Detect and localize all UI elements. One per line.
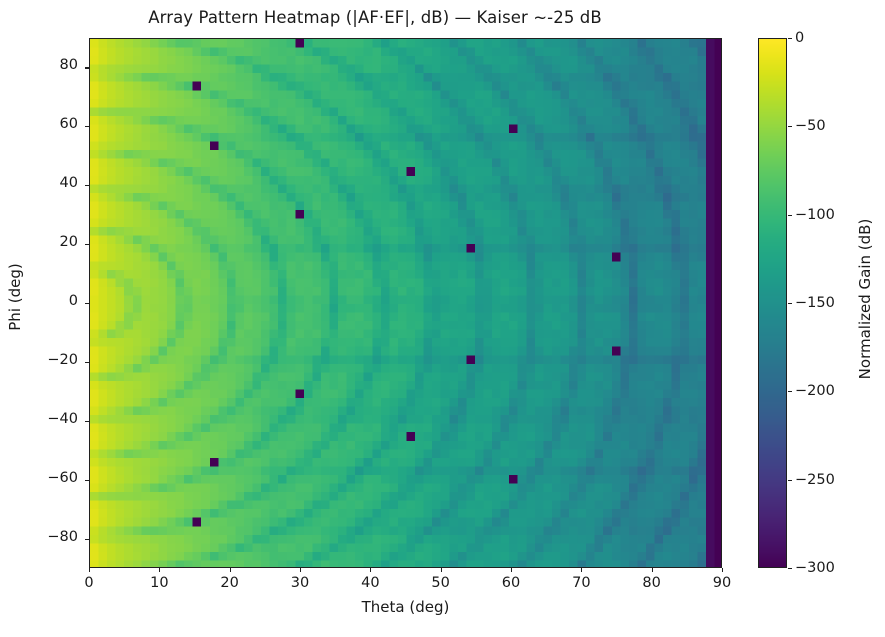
x-tick-mark — [440, 568, 442, 572]
x-tick-label: 90 — [712, 575, 732, 591]
y-tick-mark — [85, 244, 89, 246]
y-tick-mark — [85, 420, 89, 422]
y-tick-mark — [85, 67, 89, 69]
colorbar-tick-label: −100 — [795, 206, 835, 223]
x-tick-label: 80 — [642, 575, 661, 591]
y-tick-mark — [85, 479, 89, 481]
colorbar-tick-mark — [788, 391, 792, 393]
colorbar-tick-label: −250 — [795, 471, 835, 488]
heatmap-plot-area[interactable] — [89, 38, 722, 568]
y-tick-mark — [85, 185, 89, 187]
x-tick-label: 70 — [572, 575, 591, 591]
x-tick-mark — [89, 568, 91, 572]
x-tick-mark — [581, 568, 583, 572]
y-tick-mark — [85, 303, 89, 305]
x-tick-label: 10 — [150, 575, 169, 591]
colorbar-tick-mark — [788, 126, 792, 128]
x-tick-label: 20 — [220, 575, 239, 591]
colorbar-label: Normalized Gain (dB) — [856, 218, 874, 380]
colorbar-tick-mark — [788, 479, 792, 481]
y-tick-mark — [85, 361, 89, 363]
x-axis-label: Theta (deg) — [361, 598, 450, 616]
colorbar-tick-label: 0 — [795, 30, 805, 46]
colorbar-tick-label: −300 — [795, 560, 835, 576]
colorbar-tick-mark — [788, 38, 792, 40]
colorbar-tick-mark — [788, 303, 792, 305]
x-tick-mark — [159, 568, 161, 572]
chart-title: Array Pattern Heatmap (|AF·EF|, dB) — Ka… — [148, 8, 602, 27]
x-tick-label: 50 — [431, 575, 450, 591]
x-tick-mark — [651, 568, 653, 572]
colorbar-tick-label: −200 — [795, 383, 835, 400]
x-tick-mark — [300, 568, 302, 572]
x-tick-mark — [229, 568, 231, 572]
x-tick-mark — [722, 568, 724, 572]
y-tick-mark — [85, 538, 89, 540]
colorbar[interactable] — [758, 38, 787, 568]
colorbar-tick-mark — [788, 568, 792, 570]
colorbar-gradient — [759, 39, 786, 567]
x-tick-label: 0 — [84, 575, 94, 591]
y-tick-mark — [85, 126, 89, 128]
x-tick-label: 60 — [501, 575, 521, 591]
x-tick-label: 30 — [290, 575, 310, 591]
y-axis-label: Phi (deg) — [6, 263, 24, 331]
heatmap-image — [90, 39, 721, 567]
colorbar-tick-label: −50 — [795, 118, 826, 135]
colorbar-tick-label: −150 — [795, 295, 835, 311]
x-tick-mark — [370, 568, 372, 572]
x-tick-label: 40 — [361, 575, 380, 591]
x-tick-mark — [511, 568, 513, 572]
colorbar-tick-mark — [788, 214, 792, 216]
